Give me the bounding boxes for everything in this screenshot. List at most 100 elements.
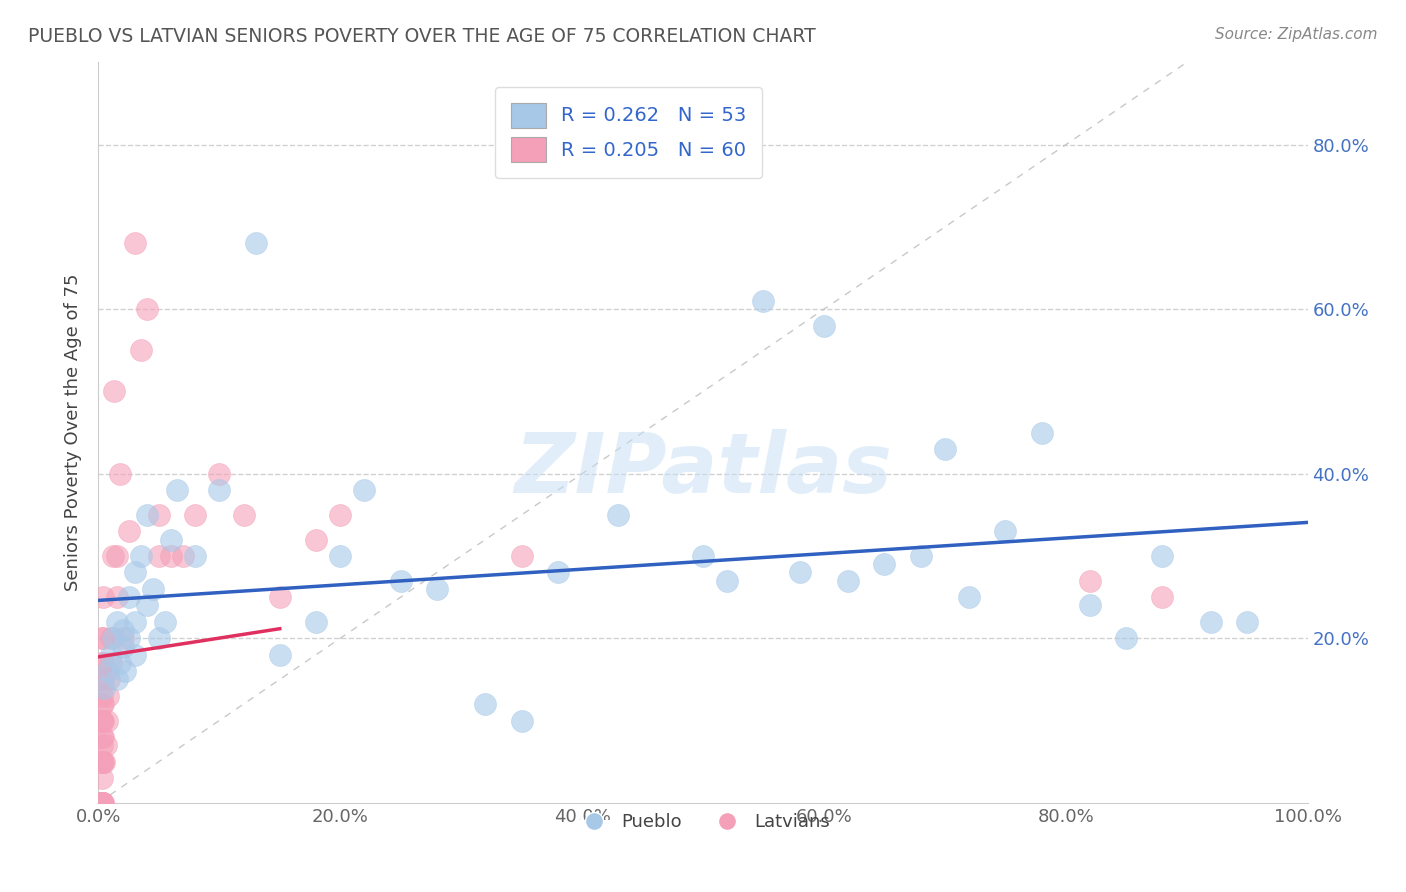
Point (91, 796, 114, 810)
Point (269, 648, 291, 662)
Point (692, 549, 714, 563)
Point (1152, 549, 1174, 563)
Point (91, 796, 114, 810)
Point (91, 714, 114, 728)
Point (957, 590, 980, 604)
Point (91, 796, 114, 810)
Point (135, 508, 157, 522)
Point (752, 293, 775, 308)
Point (101, 549, 124, 563)
Point (98, 673, 121, 687)
Point (474, 697, 496, 711)
Point (91, 673, 114, 687)
Point (426, 582, 449, 596)
Point (269, 590, 291, 604)
Point (1236, 615, 1258, 629)
Point (329, 508, 352, 522)
Y-axis label: Seniors Poverty Over the Age of 75: Seniors Poverty Over the Age of 75 (65, 274, 83, 591)
Point (124, 566, 146, 580)
Point (305, 615, 328, 629)
Point (105, 673, 128, 687)
Point (91, 697, 114, 711)
Point (101, 632, 124, 646)
Point (100, 632, 122, 646)
Point (91, 796, 114, 810)
Point (160, 549, 183, 563)
Point (118, 590, 141, 604)
Point (105, 590, 128, 604)
Point (184, 508, 207, 522)
Point (135, 599, 157, 613)
Point (100, 648, 122, 662)
Text: ZIPatlas: ZIPatlas (515, 429, 891, 510)
Point (91, 714, 114, 728)
Point (148, 549, 170, 563)
Point (91, 796, 114, 810)
Point (91, 796, 114, 810)
Point (208, 483, 231, 498)
Point (1078, 599, 1101, 613)
Point (91, 755, 114, 769)
Point (111, 640, 134, 654)
Point (100, 656, 122, 670)
Point (124, 615, 146, 629)
Point (103, 384, 125, 399)
Point (353, 483, 375, 498)
Point (91, 796, 114, 810)
Point (118, 632, 141, 646)
Point (91, 755, 114, 769)
Text: PUEBLO VS LATVIAN SENIORS POVERTY OVER THE AGE OF 75 CORRELATION CHART: PUEBLO VS LATVIAN SENIORS POVERTY OVER T… (28, 27, 815, 45)
Point (91, 632, 114, 646)
Point (97, 689, 120, 703)
Point (142, 582, 165, 596)
Point (91, 590, 114, 604)
Point (547, 566, 569, 580)
Legend: Pueblo, Latvians: Pueblo, Latvians (569, 805, 837, 838)
Point (232, 508, 254, 522)
Point (1078, 574, 1101, 588)
Point (510, 714, 533, 728)
Point (837, 574, 859, 588)
Point (105, 615, 128, 629)
Point (91, 796, 114, 810)
Point (148, 632, 170, 646)
Point (166, 483, 188, 498)
Point (114, 664, 136, 678)
Point (118, 524, 141, 539)
Point (91, 697, 114, 711)
Point (305, 533, 328, 547)
Point (91, 656, 114, 670)
Point (93, 755, 115, 769)
Point (245, 236, 267, 251)
Point (91, 771, 114, 785)
Point (91, 730, 114, 744)
Point (97, 664, 120, 678)
Point (153, 615, 176, 629)
Point (607, 508, 630, 522)
Text: Source: ZipAtlas.com: Source: ZipAtlas.com (1215, 27, 1378, 42)
Point (129, 343, 152, 358)
Point (124, 648, 146, 662)
Point (129, 549, 152, 563)
Point (1152, 590, 1174, 604)
Point (93, 681, 115, 695)
Point (329, 549, 352, 563)
Point (208, 467, 231, 481)
Point (91, 689, 114, 703)
Point (172, 549, 194, 563)
Point (124, 236, 146, 251)
Point (510, 549, 533, 563)
Point (91, 656, 114, 670)
Point (789, 566, 811, 580)
Point (91, 714, 114, 728)
Point (910, 549, 932, 563)
Point (1115, 632, 1137, 646)
Point (934, 442, 956, 456)
Point (91, 632, 114, 646)
Point (184, 549, 207, 563)
Point (91, 796, 114, 810)
Point (91, 755, 114, 769)
Point (873, 558, 896, 572)
Point (91, 738, 114, 752)
Point (813, 318, 835, 333)
